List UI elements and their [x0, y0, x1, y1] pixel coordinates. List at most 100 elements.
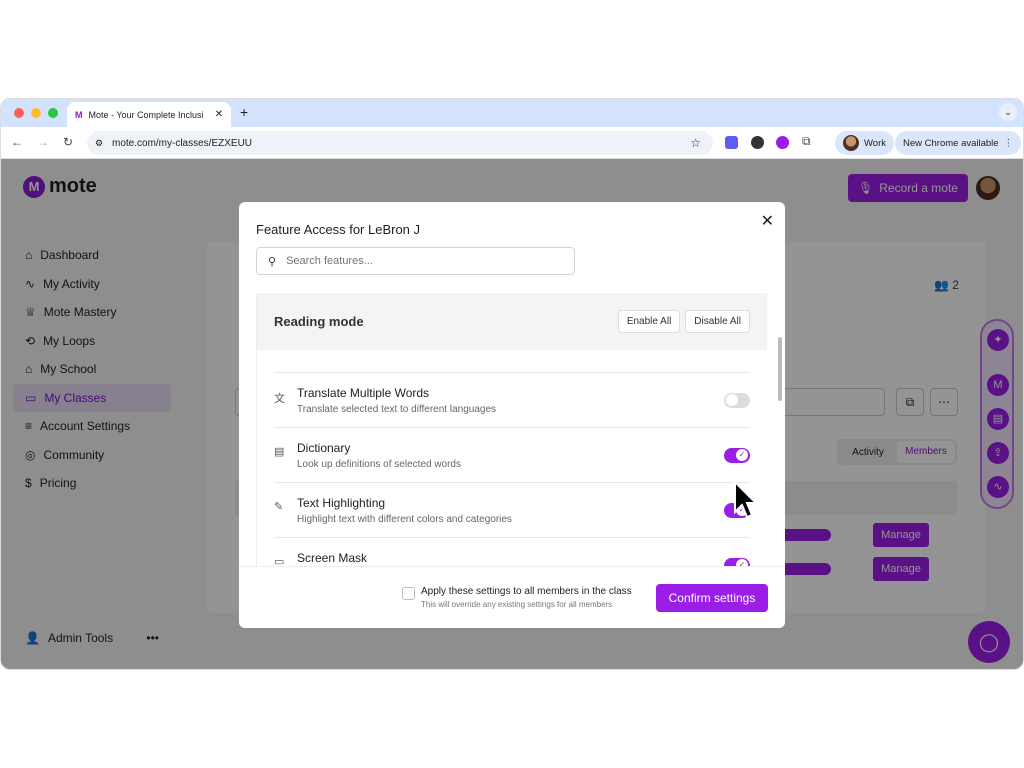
- update-label: New Chrome available: [903, 137, 999, 149]
- tab-members[interactable]: Members: [897, 441, 955, 463]
- feature-item: 文 Translate Multiple Words Translate selec…: [274, 372, 750, 427]
- feature-toggle[interactable]: [724, 557, 750, 566]
- mote-logo-icon: M: [23, 175, 45, 198]
- search-features[interactable]: ⚲: [256, 247, 575, 275]
- user-avatar[interactable]: [976, 176, 1000, 200]
- profile-button[interactable]: Work: [835, 131, 894, 155]
- search-input[interactable]: [286, 255, 547, 267]
- sidebar-item-my-activity[interactable]: ∿ My Activity: [13, 270, 171, 299]
- extension-icon[interactable]: [725, 136, 738, 149]
- modal-footer: Apply these settings to all members in t…: [239, 566, 785, 628]
- confirm-settings-button[interactable]: Confirm settings: [656, 584, 768, 612]
- window-controls[interactable]: [14, 108, 58, 118]
- sidebar-item-my-school[interactable]: ⌂ My School: [13, 355, 171, 384]
- close-icon[interactable]: ✕: [760, 213, 774, 230]
- mote-floating-toolbar: ✦ M ▤ ⇪ ∿: [980, 319, 1014, 509]
- sidebar-item-my-loops[interactable]: ⟲ My Loops: [13, 327, 171, 356]
- avatar: [843, 135, 859, 151]
- sidebar-item-dashboard[interactable]: ⌂ Dashboard: [13, 241, 171, 270]
- sidebar: ⌂ Dashboard ∿ My Activity ♕ Mote Mastery ⟲ My L…: [13, 241, 171, 498]
- tab-title: Mote - Your Complete Inclusi: [88, 109, 204, 120]
- sidebar-item-label: My Loops: [43, 333, 96, 348]
- more-icon[interactable]: •••: [146, 631, 159, 645]
- upload-icon[interactable]: ⇪: [987, 442, 1009, 464]
- chat-help-button[interactable]: ◯: [968, 621, 1010, 663]
- section-header: Reading mode Enable All Disable All: [257, 293, 767, 350]
- address-bar[interactable]: ⚙ mote.com/my-classes/EZXEUU ☆: [87, 131, 713, 155]
- apply-all-checkbox[interactable]: [402, 587, 415, 600]
- extensions-puzzle-icon[interactable]: ⧉: [802, 134, 811, 148]
- sidebar-item-mote-mastery[interactable]: ♕ Mote Mastery: [13, 298, 171, 327]
- scrollbar[interactable]: [778, 337, 782, 401]
- feature-toggle[interactable]: [724, 447, 750, 463]
- extension-icon[interactable]: [751, 136, 764, 149]
- feature-item: ✎ Text Highlighting Highlight text with di…: [274, 482, 750, 537]
- document-icon[interactable]: ▤: [987, 408, 1009, 430]
- update-chrome-button[interactable]: New Chrome available ⋮: [895, 131, 1022, 155]
- manage-button[interactable]: Manage: [873, 557, 929, 581]
- sidebar-item-label: Mote Mastery: [43, 305, 117, 320]
- feature-item: ▭Screen MaskAdjust screen visibility for…: [274, 537, 750, 566]
- mote-icon[interactable]: M: [987, 374, 1009, 396]
- sidebar-item-label: Pricing: [39, 476, 77, 491]
- more-button[interactable]: ⋯: [930, 388, 958, 416]
- url-text: mote.com/my-classes/EZXEUU: [112, 137, 253, 149]
- sidebar-item-label: Account Settings: [40, 419, 131, 434]
- record-mote-button[interactable]: 🎙 Record a mote: [848, 174, 968, 202]
- sidebar-item-label: My Classes: [44, 390, 107, 405]
- feature-name: Translate Multiple Words: [297, 385, 430, 400]
- sidebar-item-pricing[interactable]: $ Pricing: [13, 469, 171, 498]
- activity-icon: ∿: [25, 276, 36, 291]
- sidebar-item-label: My Activity: [43, 276, 100, 291]
- menu-kebab-icon[interactable]: ⋮: [1003, 137, 1014, 149]
- back-icon[interactable]: ←: [11, 135, 23, 149]
- modal-title: Feature Access for LeBron J: [256, 222, 421, 237]
- feature-description: Translate selected text to different lan…: [297, 403, 497, 415]
- profile-label: Work: [864, 137, 886, 149]
- bookmark-star-icon[interactable]: ☆: [690, 136, 701, 150]
- sidebar-item-my-classes[interactable]: ▭ My Classes: [13, 383, 171, 412]
- enable-all-button[interactable]: Enable All: [617, 310, 681, 333]
- microphone-icon: 🎙: [858, 181, 874, 195]
- apply-all-label: Apply these settings to all members in t…: [421, 586, 632, 597]
- sidebar-item-label: My School: [40, 362, 97, 377]
- member-count: 👥 2: [934, 278, 959, 292]
- ai-sparkle-icon[interactable]: ✦: [987, 329, 1009, 351]
- site-info-icon[interactable]: ⚙: [95, 137, 104, 148]
- feature-access-modal: Feature Access for LeBron J ✕ ⚲ Reading …: [239, 202, 785, 628]
- reload-icon[interactable]: ↻: [63, 135, 74, 149]
- new-tab-button[interactable]: +: [240, 104, 249, 120]
- feature-list: Reading mode Enable All Disable All 文 Tran…: [256, 293, 767, 566]
- record-label: Record a mote: [879, 181, 958, 195]
- forward-icon[interactable]: →: [37, 135, 49, 149]
- feature-toggle[interactable]: [724, 392, 750, 408]
- translate-icon: 文: [274, 393, 285, 405]
- admin-label: Admin Tools: [47, 631, 114, 645]
- browser-tab[interactable]: M Mote - Your Complete Inclusi ✕: [67, 102, 231, 127]
- view-toggle: Activity Members: [837, 439, 957, 465]
- feature-name: Text Highlighting: [297, 495, 386, 510]
- copy-button[interactable]: ⧉: [896, 388, 924, 416]
- pulse-icon[interactable]: ∿: [987, 476, 1009, 498]
- feature-name: Dictionary: [297, 440, 351, 455]
- dollar-icon: $: [25, 476, 32, 491]
- admin-tools[interactable]: 👤 Admin Tools •••: [25, 631, 159, 645]
- sidebar-item-account-settings[interactable]: ≡ Account Settings: [13, 412, 171, 441]
- disable-all-button[interactable]: Disable All: [685, 310, 750, 333]
- mote-extension-icon[interactable]: [776, 136, 789, 149]
- feature-name: Screen Mask: [297, 550, 368, 565]
- close-tab-icon[interactable]: ✕: [214, 109, 223, 120]
- logo-text: mote: [49, 175, 97, 197]
- sidebar-item-community[interactable]: ◎ Community: [13, 441, 171, 470]
- screen-mask-icon: ▭: [274, 556, 285, 566]
- feature-description: Highlight text with different colors and…: [297, 513, 512, 525]
- school-icon: ⌂: [25, 362, 33, 377]
- sidebar-item-label: Community: [43, 447, 105, 462]
- section-title: Reading mode: [274, 314, 364, 329]
- manage-button[interactable]: Manage: [873, 523, 929, 547]
- tab-search-button[interactable]: ⌄: [999, 103, 1017, 121]
- tab-activity[interactable]: Activity: [852, 446, 884, 458]
- home-icon: ⌂: [25, 248, 33, 263]
- feature-item: ▤ Dictionary Look up definitions of select…: [274, 427, 750, 482]
